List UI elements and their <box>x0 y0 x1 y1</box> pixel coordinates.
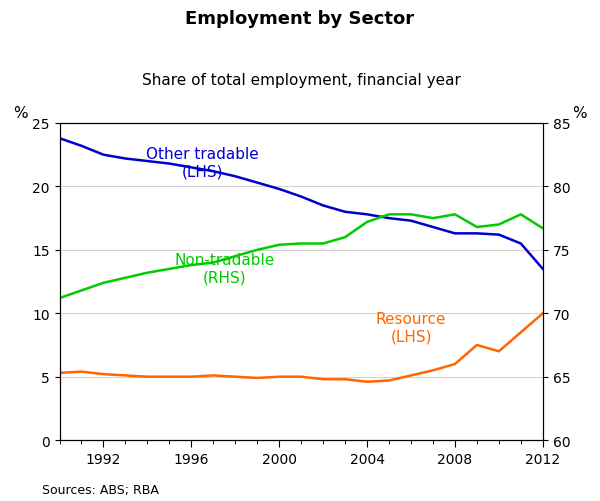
Text: %: % <box>572 106 586 121</box>
Text: Other tradable
(LHS): Other tradable (LHS) <box>146 147 259 179</box>
Title: Share of total employment, financial year: Share of total employment, financial yea… <box>142 73 461 88</box>
Text: Resource
(LHS): Resource (LHS) <box>376 312 446 344</box>
Text: Employment by Sector: Employment by Sector <box>185 10 415 28</box>
Text: Non-tradable
(RHS): Non-tradable (RHS) <box>174 252 274 285</box>
Text: %: % <box>14 106 28 121</box>
Text: Sources: ABS; RBA: Sources: ABS; RBA <box>42 483 159 496</box>
